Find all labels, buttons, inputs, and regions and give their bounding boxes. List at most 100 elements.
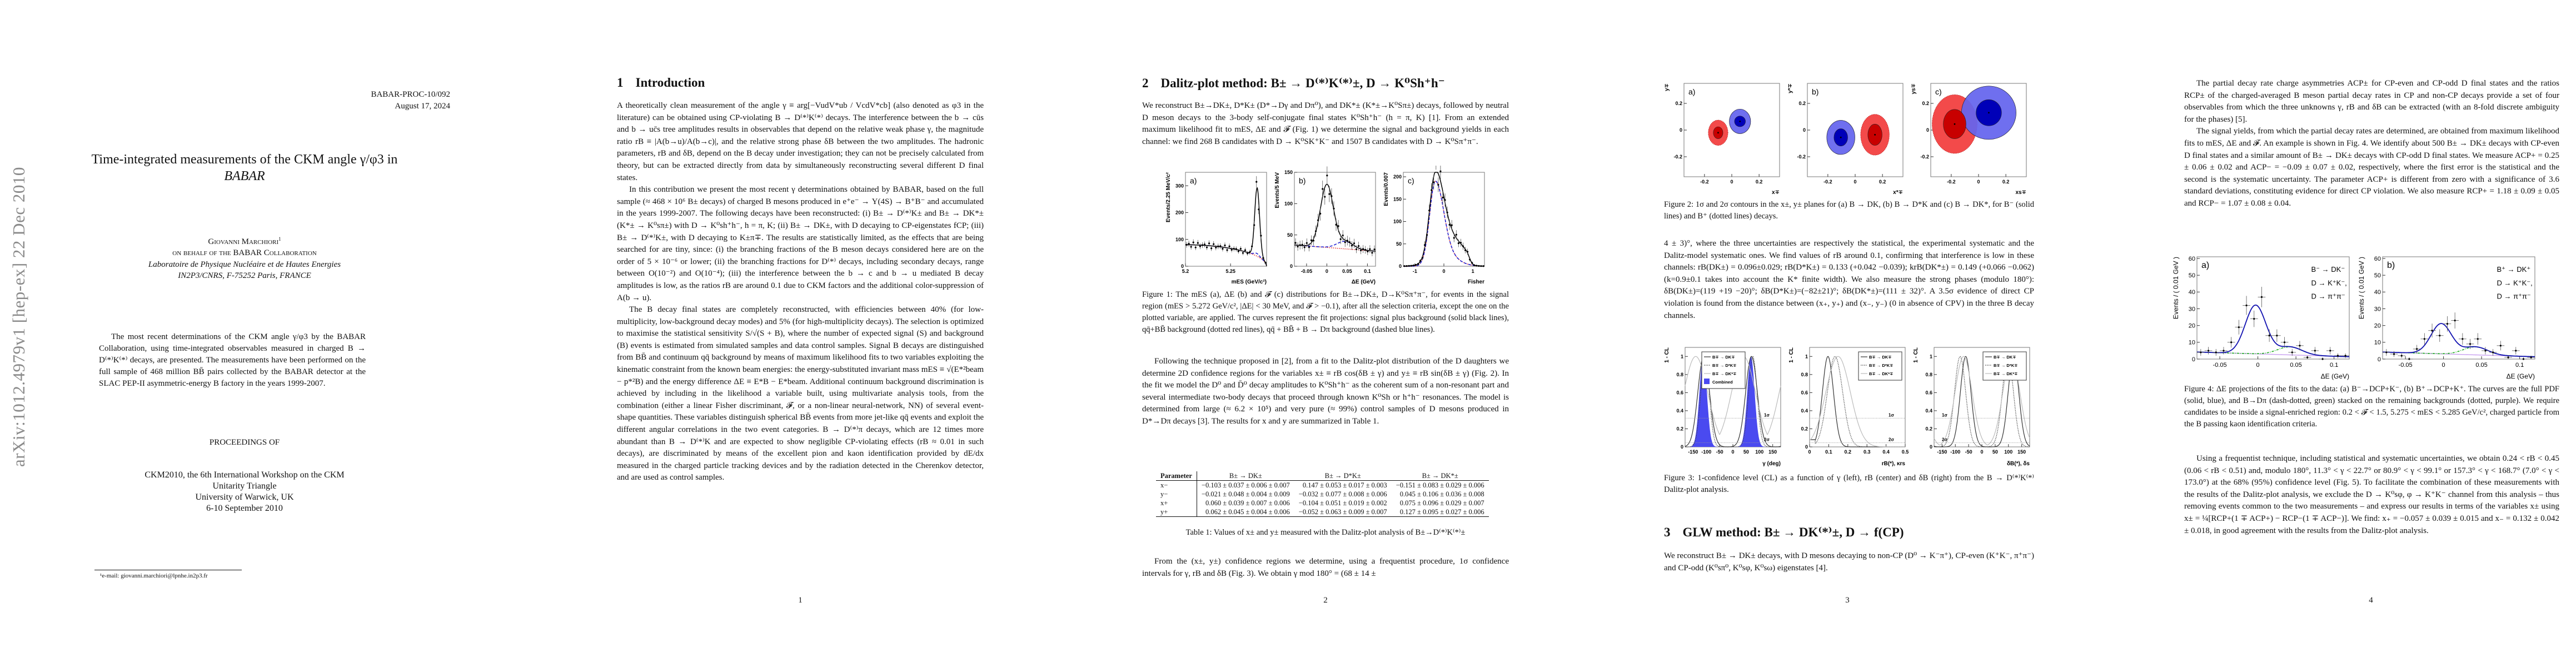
value-cell: 0.045 ± 0.106 ± 0.036 ± 0.008 bbox=[1399, 490, 1484, 498]
data-point bbox=[1337, 220, 1339, 232]
table-header: B± → DK*± bbox=[1391, 471, 1489, 481]
legend-label: B∓ → DK∓ bbox=[1712, 355, 1735, 360]
table-row: y− −0.021 ± 0.048 ± 0.004 ± 0.009 −0.032 ±… bbox=[1156, 490, 1489, 499]
y-tick-label: 0.2 bbox=[1801, 426, 1808, 432]
data-point bbox=[1190, 244, 1192, 250]
data-point bbox=[1248, 250, 1251, 255]
data-point bbox=[1203, 241, 1206, 247]
legend-label: D → π⁺π⁻ bbox=[2497, 292, 2531, 300]
y-axis-label: Events/0.007 bbox=[1383, 172, 1389, 206]
data-point bbox=[1342, 230, 1344, 241]
y-tick-label: 0 bbox=[1181, 263, 1184, 269]
data-point bbox=[1431, 183, 1433, 197]
y-tick-label: 10 bbox=[2374, 340, 2381, 346]
table-header: B± → DK± bbox=[1197, 471, 1294, 481]
legend-label: B∓ → DK*∓ bbox=[1712, 371, 1736, 376]
x-axis-label: ΔE (GeV) bbox=[2507, 372, 2535, 380]
data-point bbox=[1462, 242, 1464, 250]
x-tick-label: 50 bbox=[1992, 449, 1998, 455]
data-point bbox=[1233, 246, 1235, 252]
table-header: Parameter bbox=[1156, 471, 1197, 481]
x-tick-label: 0.2 bbox=[1879, 179, 1886, 185]
data-point bbox=[1213, 241, 1215, 247]
y-tick-label: 200 bbox=[1393, 174, 1402, 180]
full-pdf-curve bbox=[2382, 323, 2535, 357]
y-tick-label: 1 bbox=[1930, 354, 1932, 359]
parameter-cell: x+ bbox=[1156, 499, 1197, 507]
data-point bbox=[2280, 337, 2289, 348]
data-point bbox=[1333, 201, 1335, 216]
legend-label: B∓ → DK*∓ bbox=[1994, 371, 2017, 376]
affiliation-line-2: IN2P3/CNRS, F-75252 Paris, FRANCE bbox=[178, 271, 311, 280]
y-tick-label: 40 bbox=[2374, 289, 2381, 296]
data-point bbox=[1482, 265, 1484, 267]
paragraph: 4 ± 3)°, where the three uncertainties a… bbox=[1664, 239, 2034, 320]
value-cell: 0.127 ± 0.095 ± 0.027 ± 0.006 bbox=[1399, 508, 1484, 516]
cl-curve bbox=[1810, 356, 1905, 447]
data-point bbox=[1264, 261, 1267, 264]
data-point bbox=[1360, 246, 1362, 255]
y-tick-label: 0.4 bbox=[1676, 408, 1683, 414]
data-point bbox=[1294, 238, 1297, 248]
section-number: 3 bbox=[1664, 525, 1671, 539]
table-header-row: Parameter B± → DK± B± → D*K± B± → DK*± bbox=[1156, 471, 1489, 481]
section-heading-introduction: 1 Introduction bbox=[617, 76, 705, 90]
y-tick-label: 0 bbox=[2378, 356, 2381, 363]
data-point bbox=[1199, 243, 1201, 250]
data-point bbox=[2390, 351, 2398, 357]
x-tick-label: 0.1 bbox=[1825, 449, 1832, 455]
data-point bbox=[2197, 349, 2205, 356]
y-tick-label: 60 bbox=[2374, 256, 2381, 262]
paragraph: From the (x±, y±) confidence regions we … bbox=[1142, 557, 1509, 578]
y-tick-label: 0.2 bbox=[1675, 101, 1682, 106]
legend-label: D → K⁺K⁻, bbox=[2497, 278, 2533, 287]
proceedings-label: PROCEEDINGS OF bbox=[209, 438, 280, 447]
dalitz-body-3: From the (x±, y±) confidence regions we … bbox=[1142, 556, 1509, 580]
central-value-point bbox=[1954, 123, 1956, 125]
x-tick-label: 0.05 bbox=[1342, 268, 1352, 274]
y-tick-label: 0.8 bbox=[1676, 372, 1683, 377]
data-point bbox=[1469, 257, 1471, 262]
x-tick-label: -100 bbox=[1950, 449, 1960, 455]
y-tick-label: 0 bbox=[1930, 444, 1932, 450]
x-tick-label: -0.05 bbox=[1301, 268, 1313, 274]
figure-4a-deltae-plot: -0.05 0 0.05 0.1 0 10 20 30 40 50 60 ΔE (GeV) Events… bbox=[2172, 256, 2350, 380]
data-point bbox=[1464, 247, 1467, 253]
y-tick-label: 0.8 bbox=[1925, 372, 1932, 377]
glw-body: We reconstruct B± → DK± decays, with D m… bbox=[1664, 550, 2034, 574]
data-point bbox=[2435, 329, 2444, 342]
legend-label: D → π⁺π⁻ bbox=[2311, 292, 2345, 300]
x-tick-label: 1 bbox=[1472, 268, 1474, 274]
data-point bbox=[2258, 287, 2266, 307]
table-1-caption: Table 1: Values of x± and y± measured wi… bbox=[1185, 528, 1466, 537]
data-point bbox=[2527, 355, 2535, 359]
central-value-point bbox=[1988, 112, 1990, 114]
x-tick-label: 0.05 bbox=[2290, 362, 2301, 369]
y-tick-label: 0 bbox=[1805, 444, 1808, 450]
data-point bbox=[1242, 250, 1244, 256]
data-point bbox=[2383, 349, 2390, 356]
data-point bbox=[1217, 243, 1219, 250]
data-point bbox=[1246, 251, 1249, 256]
data-point bbox=[1322, 180, 1324, 197]
y-tick-label: 40 bbox=[2189, 289, 2195, 296]
combined-cl-fill bbox=[1685, 356, 1781, 447]
x-tick-label: -150 bbox=[1937, 449, 1947, 455]
data-point bbox=[1348, 237, 1351, 247]
data-point bbox=[1448, 220, 1451, 230]
data-point bbox=[2482, 347, 2489, 355]
y-tick-label: 0.2 bbox=[1922, 101, 1929, 106]
table-header: B± → D*K± bbox=[1294, 471, 1392, 481]
y-tick-label: 0.4 bbox=[1925, 408, 1932, 414]
legend-label: B⁺ → DK⁺ bbox=[2497, 265, 2531, 273]
y-tick-label: 0.2 bbox=[1676, 426, 1683, 432]
value-cell: −0.052 ± 0.063 ± 0.009 ± 0.007 bbox=[1298, 508, 1387, 516]
figure-1c-fisher-plot: -1 0 1 0 50 100 150 200 Fisher Events/0.007 c) bbox=[1383, 153, 1485, 285]
paragraph: Using a frequentist technique, including… bbox=[2184, 454, 2559, 535]
data-point bbox=[1421, 255, 1424, 260]
data-point bbox=[2303, 355, 2311, 359]
y-tick-label: 0.6 bbox=[1676, 390, 1683, 396]
data-point bbox=[2341, 353, 2349, 359]
footnote: ¹e-mail: giovanni.marchiori@lpnhe.in2p3.… bbox=[100, 573, 208, 579]
data-point bbox=[1480, 265, 1482, 267]
